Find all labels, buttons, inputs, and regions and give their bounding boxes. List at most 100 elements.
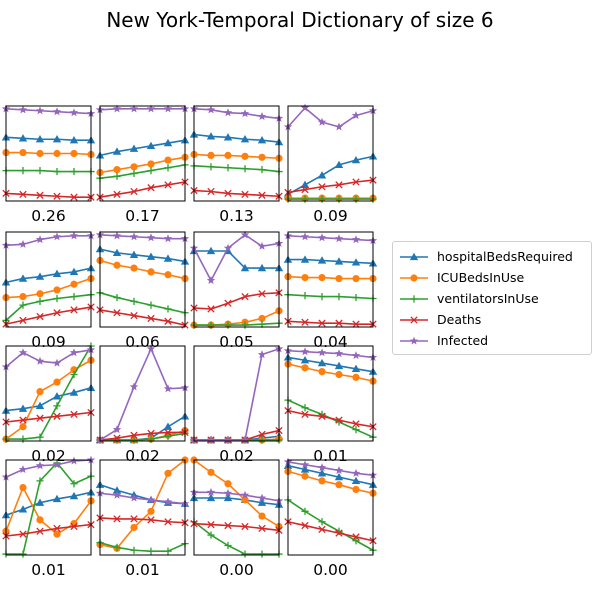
data-point-Infected <box>112 425 122 434</box>
data-point-ventilatorsInUse <box>258 166 266 174</box>
data-point-Infected <box>163 234 173 243</box>
panel-frame <box>5 459 92 556</box>
data-point-ventilatorsInUse <box>130 169 138 178</box>
series-line-ICUBedsInUse <box>193 153 280 160</box>
legend-swatch-hospitalBedsRequired <box>400 252 428 261</box>
data-point-ICUBedsInUse <box>70 149 78 158</box>
legend-item-hospitalBedsRequired: hospitalBedsRequired <box>393 247 591 267</box>
data-point-ventilatorsInUse <box>352 537 360 545</box>
panel-16: 0.00 <box>283 457 378 579</box>
data-point-hospitalBedsRequired <box>351 476 361 485</box>
data-point-Deaths <box>70 306 78 314</box>
data-point-hospitalBedsRequired <box>334 160 344 169</box>
data-point-Deaths <box>19 190 27 199</box>
data-point-Deaths <box>53 192 61 200</box>
data-point-Deaths <box>113 434 121 442</box>
data-point-Deaths <box>352 178 360 186</box>
data-point-ICUBedsInUse <box>53 378 61 386</box>
panel-frame <box>287 459 374 556</box>
data-point-hospitalBedsRequired <box>69 136 79 144</box>
data-point-hospitalBedsRequired <box>317 469 327 477</box>
data-point-ventilatorsInUse <box>258 436 266 444</box>
panel-14: 0.01 <box>95 456 190 579</box>
data-point-Deaths <box>113 515 121 523</box>
data-point-ICUBedsInUse <box>301 472 309 480</box>
panel-weight-label: 0.13 <box>219 207 254 225</box>
data-point-Deaths <box>164 317 172 325</box>
data-point-ICUBedsInUse <box>147 160 155 168</box>
series-line-hospitalBedsRequired <box>288 258 374 265</box>
legend-label-Infected: Infected <box>437 333 489 348</box>
panel-frame <box>193 345 280 442</box>
data-point-Deaths <box>335 181 343 189</box>
series-line-Infected <box>287 349 374 359</box>
data-point-ICUBedsInUse <box>224 151 232 159</box>
legend-swatch-Infected <box>400 336 428 345</box>
data-point-ventilatorsInUse <box>224 164 232 172</box>
data-point-Deaths <box>164 428 172 437</box>
data-point-Infected <box>146 233 156 242</box>
data-point-hospitalBedsRequired <box>52 392 62 400</box>
data-point-ventilatorsInUse <box>352 426 360 434</box>
legend-marker-ICUBedsInUse <box>410 274 418 282</box>
data-point-hospitalBedsRequired <box>223 133 233 141</box>
data-point-ventilatorsInUse <box>130 546 138 554</box>
panel-frame <box>287 231 374 328</box>
data-point-Infected <box>18 465 28 474</box>
data-point-Infected <box>52 358 62 367</box>
data-point-hospitalBedsRequired <box>52 269 62 277</box>
series-line-hospitalBedsRequired <box>194 250 279 269</box>
series-line-ventilatorsInUse <box>6 345 92 440</box>
data-point-ventilatorsInUse <box>301 292 309 300</box>
data-point-ventilatorsInUse <box>241 165 249 173</box>
data-point-Deaths <box>19 530 27 538</box>
data-point-Deaths <box>318 183 326 191</box>
data-point-Deaths <box>53 412 61 420</box>
data-point-ICUBedsInUse <box>130 163 138 171</box>
data-point-ICUBedsInUse <box>19 423 27 431</box>
data-point-Deaths <box>147 184 155 192</box>
series-line-Infected <box>99 108 185 111</box>
data-point-Infected <box>163 384 173 393</box>
data-point-Deaths <box>301 410 309 419</box>
data-point-hospitalBedsRequired <box>35 498 45 506</box>
data-point-Deaths <box>224 521 232 530</box>
data-point-ventilatorsInUse <box>164 164 172 172</box>
legend-marker-ventilatorsInUse <box>410 295 418 303</box>
legend-marker-hospitalBedsRequired <box>409 252 419 261</box>
data-point-hospitalBedsRequired <box>317 256 327 264</box>
series-line-Infected <box>193 234 280 282</box>
data-point-ventilatorsInUse <box>335 293 343 301</box>
data-point-hospitalBedsRequired <box>334 472 344 481</box>
series-line-ICUBedsInUse <box>5 486 92 535</box>
data-point-Deaths <box>258 430 266 439</box>
data-point-hospitalBedsRequired <box>257 263 267 272</box>
data-point-Deaths <box>147 516 155 524</box>
panel-frame <box>99 459 186 556</box>
series-line-ventilatorsInUse <box>287 499 374 551</box>
series-line-ICUBedsInUse <box>194 310 280 326</box>
series-line-Infected <box>193 108 280 120</box>
data-point-Deaths <box>36 527 44 535</box>
data-point-Deaths <box>301 318 309 326</box>
data-point-Infected <box>52 107 62 116</box>
data-point-Infected <box>300 103 310 112</box>
data-point-Infected <box>300 460 310 469</box>
series-line-Deaths <box>5 306 92 325</box>
data-point-Deaths <box>53 309 61 317</box>
series-line-hospitalBedsRequired <box>5 136 91 141</box>
data-point-ICUBedsInUse <box>19 148 27 157</box>
data-point-Deaths <box>301 521 309 530</box>
data-point-ICUBedsInUse <box>207 468 215 476</box>
series-line-ventilatorsInUse <box>6 169 91 173</box>
data-point-Deaths <box>130 311 138 320</box>
data-point-ventilatorsInUse <box>164 547 172 555</box>
data-point-Infected <box>223 243 233 252</box>
data-point-Infected <box>18 239 28 248</box>
data-point-ventilatorsInUse <box>70 167 78 176</box>
data-point-ICUBedsInUse <box>258 512 266 520</box>
series-line-hospitalBedsRequired <box>5 491 92 516</box>
data-point-ICUBedsInUse <box>36 149 44 158</box>
series-line-ventilatorsInUse <box>99 292 186 314</box>
